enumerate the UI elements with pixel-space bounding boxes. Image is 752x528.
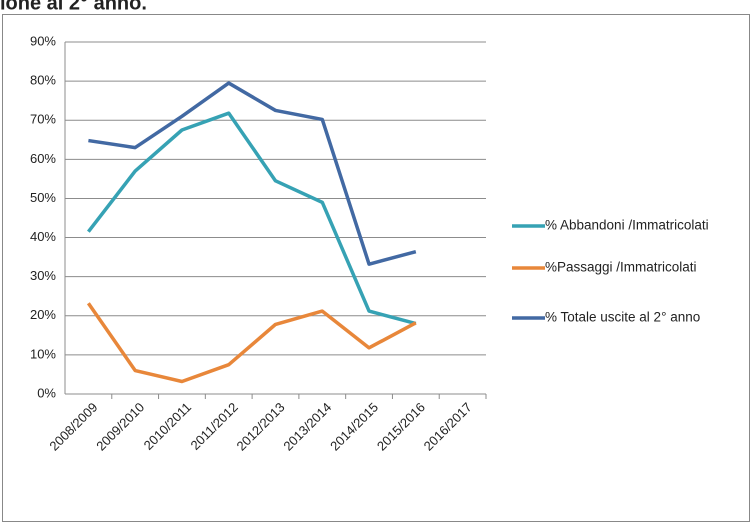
series-line: [88, 81, 417, 266]
x-tick-label: 2008/2009: [46, 400, 100, 454]
x-tick-label: 2016/2017: [421, 400, 475, 454]
y-tick-label: 20%: [30, 307, 56, 322]
y-tick-label: 70%: [30, 112, 56, 127]
legend-label: % Abbandoni /Immatricolati: [545, 218, 709, 233]
x-tick-label: 2012/2013: [234, 400, 288, 454]
y-tick-label: 10%: [30, 346, 56, 361]
x-tick-label: 2014/2015: [327, 400, 381, 454]
y-tick-label: 40%: [30, 229, 56, 244]
chart-title: zione al 2° anno.: [0, 0, 147, 14]
x-tick-label: 2011/2012: [187, 400, 240, 453]
x-tick-label: 2015/2016: [374, 400, 428, 454]
y-tick-label: 30%: [30, 268, 56, 283]
y-tick-label: 90%: [30, 33, 56, 48]
y-tick-label: 50%: [30, 190, 56, 205]
chart-frame: [2, 14, 750, 522]
x-tick-label: 2010/2011: [141, 400, 194, 453]
series-line: [87, 111, 417, 326]
legend-label: % Totale uscite al 2° anno: [545, 310, 700, 325]
x-tick-label: 2013/2014: [280, 400, 334, 454]
y-tick-label: 0%: [37, 385, 56, 400]
y-tick-label: 60%: [30, 151, 56, 166]
x-tick-label: 2009/2010: [93, 400, 147, 454]
series-line: [86, 302, 417, 384]
legend-label: %Passaggi /Immatricolati: [545, 260, 697, 275]
y-tick-label: 80%: [30, 73, 56, 88]
